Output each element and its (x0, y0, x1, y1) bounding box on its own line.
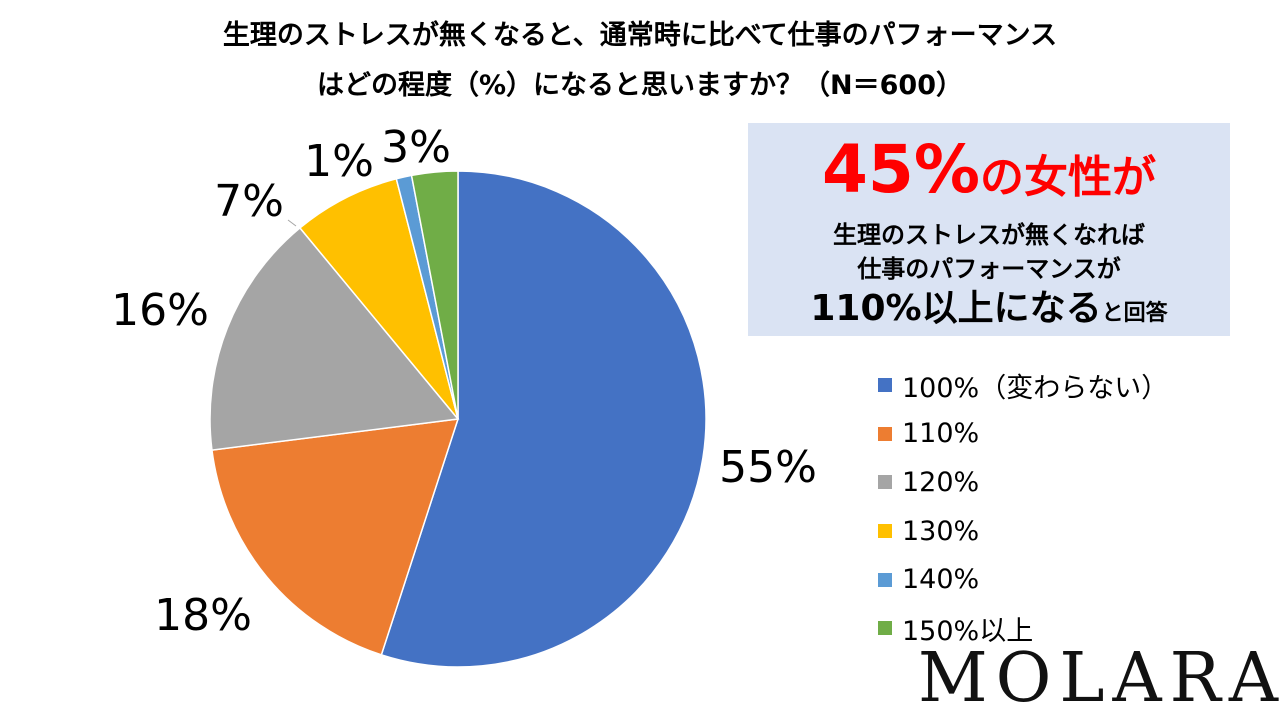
data-label-1: 18% (154, 590, 252, 641)
legend-label: 110% (902, 418, 980, 450)
legend-label: 100%（変わらない） (902, 372, 1169, 404)
callout-line1: 生理のストレスが無くなれば (833, 221, 1145, 249)
legend-swatch (878, 426, 892, 441)
callout-line3-emphasis: 110%以上になる (810, 288, 1102, 329)
legend-label: 150%以上 (902, 615, 1034, 647)
legend-item: 120% (878, 458, 1168, 507)
legend-swatch (878, 378, 892, 393)
legend-swatch (878, 524, 892, 539)
callout-line2: 仕事のパフォーマンスが (857, 255, 1121, 283)
data-label-4: 1% (304, 136, 374, 187)
data-label-3: 7% (214, 176, 284, 227)
label-leader-line (287, 219, 297, 227)
callout-line3-tail: と回答 (1101, 301, 1168, 326)
callout-highlight-percent: 45% (822, 131, 980, 208)
chart-title-line1: 生理のストレスが無くなると、通常時に比べて仕事のパフォーマンス (222, 20, 1058, 51)
legend-item: 110% (878, 410, 1168, 459)
chart-legend: 100%（変わらない） 110% 120% 130% 140% 150%以上 (878, 361, 1168, 653)
legend-swatch (878, 621, 892, 636)
callout-highlight-word: の女性が (979, 152, 1156, 203)
legend-label: 140% (902, 564, 980, 596)
callout-line3: 110%以上になると回答 (748, 291, 1230, 327)
legend-item: 130% (878, 507, 1168, 556)
legend-label: 120% (902, 466, 980, 498)
legend-item: 140% (878, 555, 1168, 604)
legend-swatch (878, 572, 892, 587)
legend-swatch (878, 475, 892, 490)
chart-title-line2: はどの程度（%）になると思いますか？（N＝600） (316, 70, 963, 101)
pie-slice-2 (209, 226, 460, 451)
pie-slice-0 (380, 170, 707, 668)
data-label-0: 55% (719, 442, 817, 493)
highlight-callout: 45%の女性が 生理のストレスが無くなれば 仕事のパフォーマンスが 110%以上… (748, 123, 1230, 336)
callout-headline: 45%の女性が (748, 137, 1230, 203)
legend-item: 150%以上 (878, 604, 1168, 653)
data-label-2: 16% (111, 285, 209, 336)
data-label-5: 3% (381, 122, 451, 173)
legend-item: 100%（変わらない） (878, 361, 1168, 410)
pie-slice-5 (410, 170, 459, 420)
pie-slice-3 (298, 177, 459, 420)
pie-slice-1 (211, 418, 460, 656)
brand-logo: MOLARA (918, 639, 1280, 718)
legend-label: 130% (902, 515, 980, 547)
